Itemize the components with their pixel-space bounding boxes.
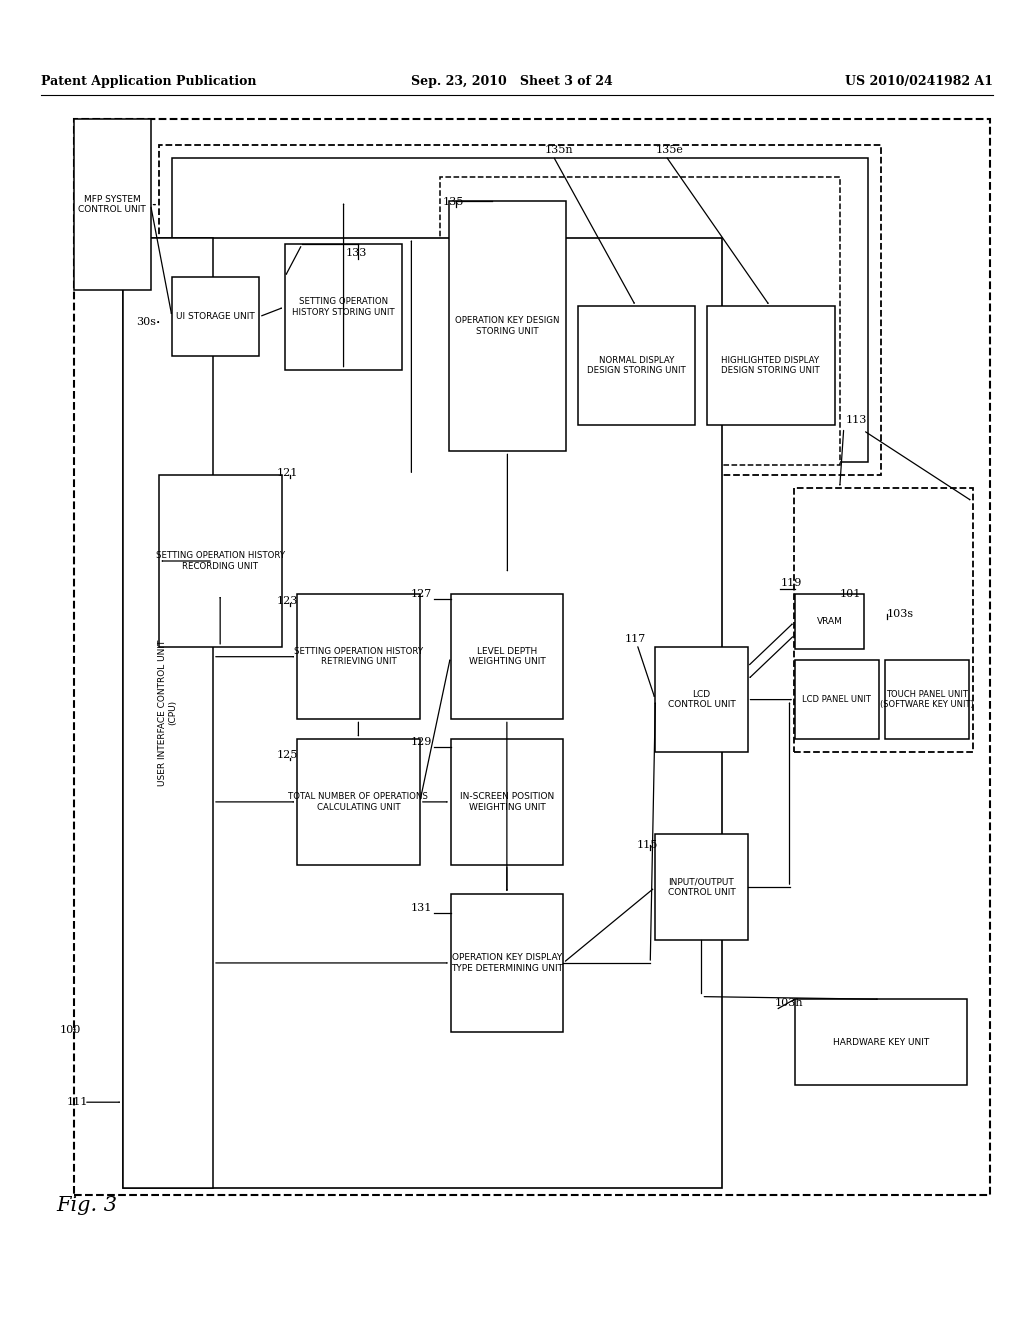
Bar bbox=[172, 277, 259, 356]
Text: 127: 127 bbox=[411, 589, 432, 599]
Bar bbox=[451, 594, 563, 719]
Text: Patent Application Publication: Patent Application Publication bbox=[41, 75, 256, 88]
Bar bbox=[123, 238, 213, 1188]
Text: 117: 117 bbox=[625, 634, 646, 644]
Text: USER INTERFACE CONTROL UNIT
(CPU): USER INTERFACE CONTROL UNIT (CPU) bbox=[159, 640, 177, 785]
Bar bbox=[297, 594, 420, 719]
Bar bbox=[449, 201, 566, 451]
Text: 121: 121 bbox=[276, 467, 298, 478]
Bar bbox=[578, 306, 695, 425]
Text: 123: 123 bbox=[276, 595, 298, 606]
Bar bbox=[74, 119, 990, 1195]
Text: 30s: 30s bbox=[136, 317, 157, 327]
Text: US 2010/0241982 A1: US 2010/0241982 A1 bbox=[845, 75, 993, 88]
Text: VRAM: VRAM bbox=[816, 618, 843, 626]
Text: 135: 135 bbox=[442, 197, 464, 207]
Text: HARDWARE KEY UNIT: HARDWARE KEY UNIT bbox=[833, 1038, 929, 1047]
Text: 111: 111 bbox=[67, 1097, 88, 1107]
Text: 113: 113 bbox=[846, 414, 867, 425]
Text: 135n: 135n bbox=[545, 145, 573, 156]
Text: OPERATION KEY DESIGN
STORING UNIT: OPERATION KEY DESIGN STORING UNIT bbox=[455, 317, 560, 335]
Bar bbox=[285, 244, 402, 370]
Bar bbox=[172, 158, 868, 462]
Bar bbox=[795, 594, 864, 649]
Text: LCD
CONTROL UNIT: LCD CONTROL UNIT bbox=[668, 690, 735, 709]
Bar bbox=[123, 238, 722, 1188]
Bar bbox=[440, 177, 840, 465]
Text: 101: 101 bbox=[840, 589, 861, 599]
Text: 129: 129 bbox=[411, 737, 432, 747]
Text: Sep. 23, 2010   Sheet 3 of 24: Sep. 23, 2010 Sheet 3 of 24 bbox=[411, 75, 613, 88]
Text: 119: 119 bbox=[780, 578, 802, 589]
Bar bbox=[74, 119, 151, 290]
Text: 103s: 103s bbox=[887, 609, 913, 619]
Bar bbox=[297, 739, 420, 865]
Text: Fig. 3: Fig. 3 bbox=[56, 1196, 118, 1214]
Bar bbox=[655, 834, 748, 940]
Text: OPERATION KEY DISPLAY
TYPE DETERMINING UNIT: OPERATION KEY DISPLAY TYPE DETERMINING U… bbox=[451, 953, 563, 973]
Text: LEVEL DEPTH
WEIGHTING UNIT: LEVEL DEPTH WEIGHTING UNIT bbox=[469, 647, 545, 667]
Text: SETTING OPERATION
HISTORY STORING UNIT: SETTING OPERATION HISTORY STORING UNIT bbox=[292, 297, 395, 317]
Text: MFP SYSTEM
CONTROL UNIT: MFP SYSTEM CONTROL UNIT bbox=[78, 195, 146, 214]
Text: SETTING OPERATION HISTORY
RECORDING UNIT: SETTING OPERATION HISTORY RECORDING UNIT bbox=[156, 552, 285, 570]
Text: INPUT/OUTPUT
CONTROL UNIT: INPUT/OUTPUT CONTROL UNIT bbox=[668, 878, 735, 896]
Text: 133: 133 bbox=[346, 248, 368, 259]
Text: TOTAL NUMBER OF OPERATIONS
CALCULATING UNIT: TOTAL NUMBER OF OPERATIONS CALCULATING U… bbox=[289, 792, 428, 812]
Bar bbox=[885, 660, 969, 739]
Bar bbox=[451, 739, 563, 865]
Bar bbox=[159, 475, 282, 647]
Text: 115: 115 bbox=[637, 840, 658, 850]
Bar bbox=[794, 488, 973, 752]
Text: LCD PANEL UNIT: LCD PANEL UNIT bbox=[802, 696, 871, 704]
Bar bbox=[159, 145, 881, 475]
Text: IN-SCREEN POSITION
WEIGHTING UNIT: IN-SCREEN POSITION WEIGHTING UNIT bbox=[460, 792, 554, 812]
Text: 125: 125 bbox=[276, 750, 298, 760]
Text: HIGHLIGHTED DISPLAY
DESIGN STORING UNIT: HIGHLIGHTED DISPLAY DESIGN STORING UNIT bbox=[721, 356, 820, 375]
Text: SETTING OPERATION HISTORY
RETRIEVING UNIT: SETTING OPERATION HISTORY RETRIEVING UNI… bbox=[294, 647, 423, 667]
Text: TOUCH PANEL UNIT
(SOFTWARE KEY UNIT): TOUCH PANEL UNIT (SOFTWARE KEY UNIT) bbox=[880, 690, 974, 709]
Bar bbox=[451, 894, 563, 1032]
Text: NORMAL DISPLAY
DESIGN STORING UNIT: NORMAL DISPLAY DESIGN STORING UNIT bbox=[587, 356, 686, 375]
Bar bbox=[707, 306, 835, 425]
Text: UI STORAGE UNIT: UI STORAGE UNIT bbox=[176, 313, 255, 321]
Text: 131: 131 bbox=[411, 903, 432, 913]
Text: 100: 100 bbox=[59, 1024, 81, 1035]
Bar bbox=[795, 999, 967, 1085]
Text: 135e: 135e bbox=[655, 145, 683, 156]
Bar bbox=[795, 660, 879, 739]
Text: 103h: 103h bbox=[774, 998, 803, 1008]
Bar bbox=[655, 647, 748, 752]
